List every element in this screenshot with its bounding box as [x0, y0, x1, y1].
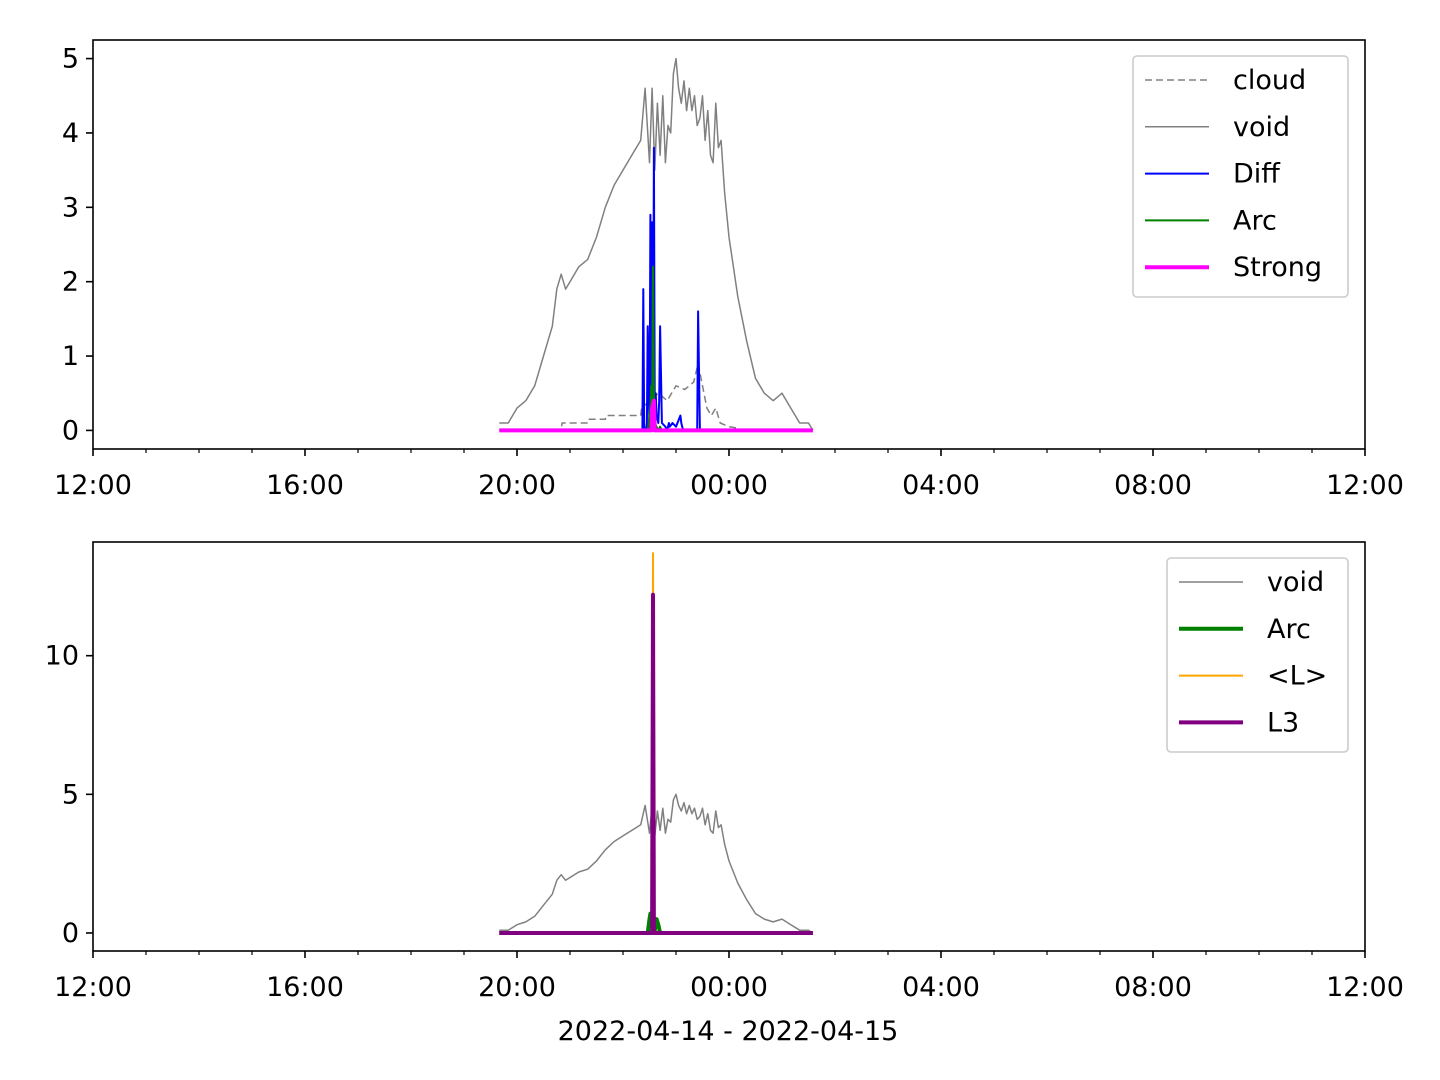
- legend-label-strong: Strong: [1233, 252, 1322, 283]
- x-axis-label: 2022-04-14 - 2022-04-15: [558, 1016, 899, 1047]
- legend-frame: [1166, 557, 1349, 753]
- series-line-l: [499, 552, 813, 934]
- legend-label-l: <L>: [1267, 661, 1327, 692]
- series-group: [499, 552, 814, 935]
- x-tick-label: 12:00: [54, 470, 132, 501]
- x-tick-label: 08:00: [1114, 972, 1192, 1003]
- legend-label-arc: Arc: [1267, 614, 1311, 645]
- x-tick-label: 20:00: [478, 972, 556, 1003]
- y-tick-label: 10: [45, 641, 79, 672]
- y-tick-label: 0: [62, 918, 79, 949]
- x-tick-label: 12:00: [54, 972, 132, 1003]
- y-tick-label: 1: [62, 341, 79, 372]
- legend-label-l3: L3: [1267, 707, 1299, 738]
- y-tick-label: 5: [62, 44, 79, 75]
- y-tick-label: 5: [62, 779, 79, 810]
- x-tick-label: 00:00: [690, 470, 768, 501]
- x-tick-label: 04:00: [902, 972, 980, 1003]
- x-tick-label: 12:00: [1326, 470, 1404, 501]
- legend-label-void: void: [1267, 567, 1324, 598]
- x-tick-label: 16:00: [266, 972, 344, 1003]
- legend-label-void: void: [1233, 112, 1290, 143]
- x-tick-label: 12:00: [1326, 972, 1404, 1003]
- series-line-l3: [499, 592, 813, 935]
- legend-label-arc: Arc: [1233, 205, 1277, 236]
- series-group: [499, 57, 814, 433]
- y-tick-label: 0: [62, 415, 79, 446]
- bottom-chart: 0 5 10 12:00 16:00 20:00 00:00 04:00 08:00 12:00 v…: [45, 541, 1404, 1003]
- x-tick-label: 16:00: [266, 470, 344, 501]
- series-line-arc: [499, 911, 813, 935]
- legend-frame: [1132, 55, 1349, 298]
- series-line-cloud: [499, 362, 743, 432]
- legend-label-cloud: cloud: [1233, 65, 1306, 96]
- series-line-strong: [499, 398, 813, 433]
- y-tick-label: 2: [62, 267, 79, 298]
- legend: void Arc <L> L3: [1166, 557, 1349, 753]
- x-tick-label: 20:00: [478, 470, 556, 501]
- top-chart: 0 1 2 3 4 5 12:00 16:00 20:00 00:00 04:00 08:00 12:0…: [54, 39, 1404, 501]
- x-tick-label: 00:00: [690, 972, 768, 1003]
- x-tick-label: 04:00: [902, 470, 980, 501]
- y-tick-label: 3: [62, 192, 79, 223]
- series-line-void: [499, 793, 814, 934]
- legend: cloud void Diff Arc Strong: [1132, 55, 1349, 298]
- series-line-void: [499, 57, 814, 431]
- legend-label-diff: Diff: [1233, 159, 1281, 190]
- x-tick-label: 08:00: [1114, 470, 1192, 501]
- y-tick-label: 4: [62, 118, 79, 149]
